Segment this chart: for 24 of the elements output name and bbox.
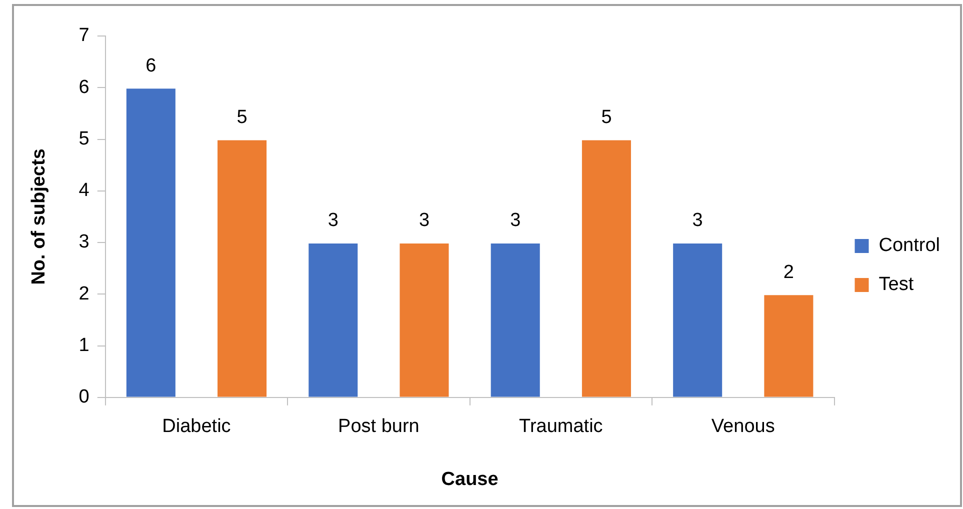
y-tick-label: 7 — [78, 25, 90, 46]
y-tick-label: 1 — [78, 335, 90, 356]
data-label: 3 — [328, 210, 338, 232]
x-tick-label: Post burn — [338, 416, 420, 438]
data-label: 3 — [418, 210, 430, 232]
y-tick-label: 4 — [78, 180, 90, 202]
data-label: 2 — [783, 262, 794, 283]
x-tick-label: Traumatic — [519, 416, 603, 438]
y-tick-label: 6 — [78, 76, 90, 98]
y-tick-label: 5 — [78, 128, 90, 150]
y-tick-label: 3 — [78, 232, 90, 253]
y-tick-label: 0 — [78, 386, 90, 408]
data-label: 5 — [236, 106, 248, 128]
x-tick-label: Venous — [711, 416, 775, 438]
legend-label: Control — [878, 235, 940, 256]
y-axis-title: No. of subjects — [28, 148, 50, 285]
x-tick-label: Diabetic — [162, 416, 231, 438]
data-label: 3 — [510, 210, 521, 232]
y-tick-label: 2 — [78, 283, 90, 304]
x-axis-title: Cause — [441, 468, 498, 490]
data-label: 6 — [146, 55, 156, 76]
legend-label: Test — [878, 274, 914, 296]
data-label: 5 — [601, 106, 612, 128]
data-label: 3 — [692, 210, 703, 232]
